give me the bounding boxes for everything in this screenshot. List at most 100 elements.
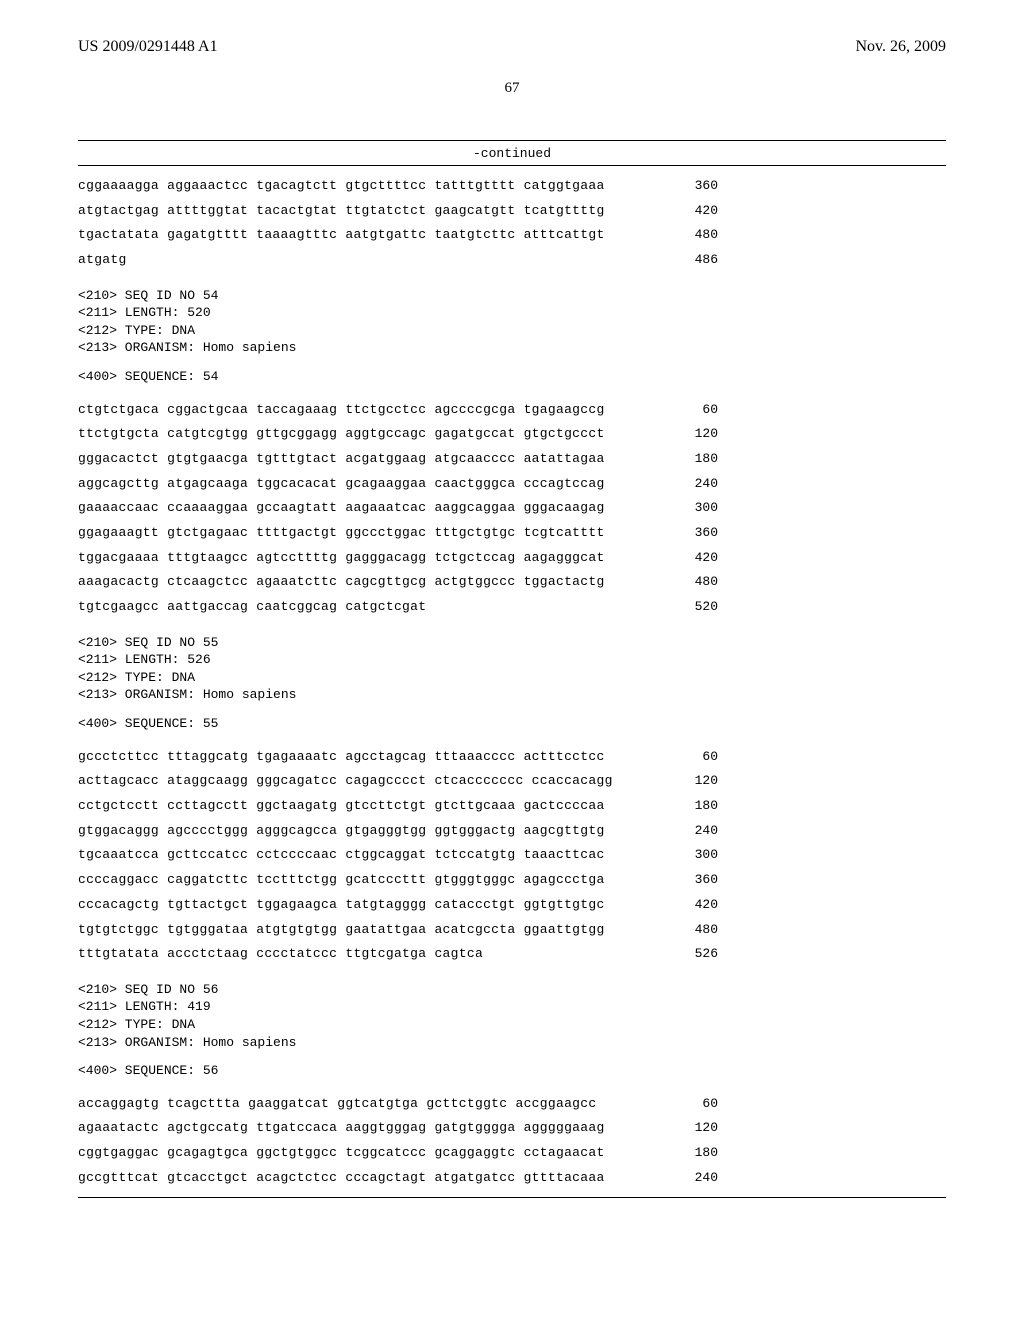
sequence-row: tgtcgaagcc aattgaccag caatcggcag catgctc… — [78, 595, 718, 620]
sequence-text: ctgtctgaca cggactgcaa taccagaaag ttctgcc… — [78, 398, 605, 423]
sequence-text: tgtgtctggc tgtgggataa atgtgtgtgg gaatatt… — [78, 918, 605, 943]
sequence-text: accaggagtg tcagcttta gaaggatcat ggtcatgt… — [78, 1092, 596, 1117]
sequence-meta-line: <211> LENGTH: 419 — [78, 998, 946, 1016]
sequence-56-body: accaggagtg tcagcttta gaaggatcat ggtcatgt… — [78, 1092, 946, 1191]
publication-date: Nov. 26, 2009 — [855, 38, 946, 56]
sequence-row: acttagcacc ataggcaagg gggcagatcc cagagcc… — [78, 769, 718, 794]
sequence-position: 360 — [678, 174, 718, 199]
sequence-meta-line: <211> LENGTH: 526 — [78, 651, 946, 669]
sequence-56-title: <400> SEQUENCE: 56 — [78, 1059, 946, 1084]
sequence-text: tgtcgaagcc aattgaccag caatcggcag catgctc… — [78, 595, 426, 620]
sequence-text: gggacactct gtgtgaacga tgtttgtact acgatgg… — [78, 447, 605, 472]
sequence-position: 360 — [678, 521, 718, 546]
sequence-position: 120 — [678, 1116, 718, 1141]
sequence-text: cggtgaggac gcagagtgca ggctgtggcc tcggcat… — [78, 1141, 605, 1166]
sequence-row: cctgctcctt ccttagcctt ggctaagatg gtccttc… — [78, 794, 718, 819]
sequence-position: 300 — [678, 496, 718, 521]
sequence-position: 180 — [678, 1141, 718, 1166]
sequence-row: aaagacactg ctcaagctcc agaaatcttc cagcgtt… — [78, 570, 718, 595]
sequence-row: tttgtatata accctctaag cccctatccc ttgtcga… — [78, 942, 718, 967]
sequence-text: ttctgtgcta catgtcgtgg gttgcggagg aggtgcc… — [78, 422, 605, 447]
sequence-row: cggaaaagga aggaaactcc tgacagtctt gtgcttt… — [78, 174, 718, 199]
sequence-row: gccctcttcc tttaggcatg tgagaaaatc agcctag… — [78, 745, 718, 770]
sequence-row: gaaaaccaac ccaaaaggaa gccaagtatt aagaaat… — [78, 496, 718, 521]
sequence-row: ttctgtgcta catgtcgtgg gttgcggagg aggtgcc… — [78, 422, 718, 447]
sequence-text: cggaaaagga aggaaactcc tgacagtctt gtgcttt… — [78, 174, 605, 199]
sequence-position: 360 — [678, 868, 718, 893]
sequence-position: 526 — [678, 942, 718, 967]
sequence-text: atgtactgag attttggtat tacactgtat ttgtatc… — [78, 199, 605, 224]
sequence-text: tgcaaatcca gcttccatcc cctccccaac ctggcag… — [78, 843, 605, 868]
sequence-text: ggagaaagtt gtctgagaac ttttgactgt ggccctg… — [78, 521, 605, 546]
sequence-position: 420 — [678, 199, 718, 224]
sequence-text: tgactatata gagatgtttt taaaagtttc aatgtga… — [78, 223, 605, 248]
publication-number: US 2009/0291448 A1 — [78, 38, 218, 56]
sequence-text: ccccaggacc caggatcttc tcctttctgg gcatccc… — [78, 868, 605, 893]
sequence-text: cctgctcctt ccttagcctt ggctaagatg gtccttc… — [78, 794, 605, 819]
sequence-55-body: gccctcttcc tttaggcatg tgagaaaatc agcctag… — [78, 745, 946, 967]
sequence-meta-line: <212> TYPE: DNA — [78, 1016, 946, 1034]
bottom-rule — [78, 1197, 946, 1198]
sequence-position: 60 — [678, 745, 718, 770]
sequence-position: 240 — [678, 1166, 718, 1191]
continued-label: -continued — [473, 146, 551, 161]
sequence-56-meta: <210> SEQ ID NO 56<211> LENGTH: 419<212>… — [78, 981, 946, 1051]
sequence-meta-line: <210> SEQ ID NO 56 — [78, 981, 946, 999]
sequence-row: accaggagtg tcagcttta gaaggatcat ggtcatgt… — [78, 1092, 718, 1117]
sequence-row: tggacgaaaa tttgtaagcc agtccttttg gagggac… — [78, 546, 718, 571]
patent-page: US 2009/0291448 A1 Nov. 26, 2009 67 -con… — [0, 0, 1024, 1320]
sequence-54-meta: <210> SEQ ID NO 54<211> LENGTH: 520<212>… — [78, 287, 946, 357]
sequence-row: tgactatata gagatgtttt taaaagtttc aatgtga… — [78, 223, 718, 248]
sequence-position: 240 — [678, 472, 718, 497]
sequence-position: 420 — [678, 893, 718, 918]
sequence-row: gccgtttcat gtcacctgct acagctctcc cccagct… — [78, 1166, 718, 1191]
sequence-text: aaagacactg ctcaagctcc agaaatcttc cagcgtt… — [78, 570, 605, 595]
sequence-position: 480 — [678, 918, 718, 943]
sequence-text: aggcagcttg atgagcaaga tggcacacat gcagaag… — [78, 472, 605, 497]
sequence-row: gtggacaggg agcccctggg agggcagcca gtgaggg… — [78, 819, 718, 844]
sequence-text: cccacagctg tgttactgct tggagaagca tatgtag… — [78, 893, 605, 918]
sequence-position: 486 — [678, 248, 718, 273]
page-number: 67 — [0, 80, 1024, 97]
sequence-meta-line: <213> ORGANISM: Homo sapiens — [78, 686, 946, 704]
sequence-meta-line: <212> TYPE: DNA — [78, 669, 946, 687]
sequence-meta-line: <210> SEQ ID NO 55 — [78, 634, 946, 652]
sequence-row: cccacagctg tgttactgct tggagaagca tatgtag… — [78, 893, 718, 918]
sequence-54-body: ctgtctgaca cggactgcaa taccagaaag ttctgcc… — [78, 398, 946, 620]
sequence-row: cggtgaggac gcagagtgca ggctgtggcc tcggcat… — [78, 1141, 718, 1166]
sequence-position: 180 — [678, 794, 718, 819]
sequence-row: tgcaaatcca gcttccatcc cctccccaac ctggcag… — [78, 843, 718, 868]
sequence-meta-line: <211> LENGTH: 520 — [78, 304, 946, 322]
sequence-position: 240 — [678, 819, 718, 844]
sequence-text: atgatg — [78, 248, 127, 273]
sequence-text: gaaaaccaac ccaaaaggaa gccaagtatt aagaaat… — [78, 496, 605, 521]
sequence-row: ccccaggacc caggatcttc tcctttctgg gcatccc… — [78, 868, 718, 893]
sequence-position: 300 — [678, 843, 718, 868]
sequence-position: 120 — [678, 422, 718, 447]
sequence-position: 120 — [678, 769, 718, 794]
sequence-text: gccgtttcat gtcacctgct acagctctcc cccagct… — [78, 1166, 605, 1191]
sequence-row: tgtgtctggc tgtgggataa atgtgtgtgg gaatatt… — [78, 918, 718, 943]
continued-divider: -continued — [78, 140, 946, 166]
sequence-position: 520 — [678, 595, 718, 620]
sequence-row: aggcagcttg atgagcaaga tggcacacat gcagaag… — [78, 472, 718, 497]
sequence-54-title: <400> SEQUENCE: 54 — [78, 365, 946, 390]
sequence-row: ggagaaagtt gtctgagaac ttttgactgt ggccctg… — [78, 521, 718, 546]
sequence-position: 480 — [678, 223, 718, 248]
sequence-position: 420 — [678, 546, 718, 571]
sequence-position: 60 — [678, 1092, 718, 1117]
sequence-text: tttgtatata accctctaag cccctatccc ttgtcga… — [78, 942, 483, 967]
sequence-position: 180 — [678, 447, 718, 472]
sequence-text: tggacgaaaa tttgtaagcc agtccttttg gagggac… — [78, 546, 605, 571]
sequence-text: acttagcacc ataggcaagg gggcagatcc cagagcc… — [78, 769, 613, 794]
sequence-row: atgtactgag attttggtat tacactgtat ttgtatc… — [78, 199, 718, 224]
sequence-53-tail: cggaaaagga aggaaactcc tgacagtctt gtgcttt… — [78, 174, 946, 273]
sequence-text: gccctcttcc tttaggcatg tgagaaaatc agcctag… — [78, 745, 605, 770]
sequence-meta-line: <213> ORGANISM: Homo sapiens — [78, 1034, 946, 1052]
sequence-55-title: <400> SEQUENCE: 55 — [78, 712, 946, 737]
sequence-text: agaaatactc agctgccatg ttgatccaca aaggtgg… — [78, 1116, 605, 1141]
sequence-row: ctgtctgaca cggactgcaa taccagaaag ttctgcc… — [78, 398, 718, 423]
content-area: -continued cggaaaagga aggaaactcc tgacagt… — [78, 140, 946, 1198]
sequence-meta-line: <212> TYPE: DNA — [78, 322, 946, 340]
sequence-position: 480 — [678, 570, 718, 595]
